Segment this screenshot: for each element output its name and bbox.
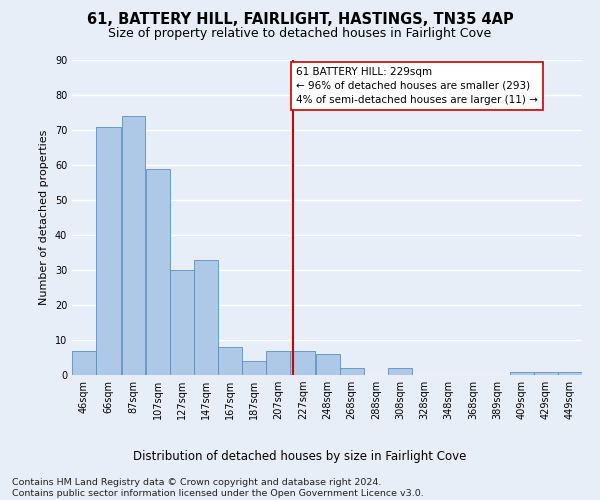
Bar (510, 372, 533, 375)
Y-axis label: Number of detached properties: Number of detached properties (39, 130, 49, 305)
Text: Contains HM Land Registry data © Crown copyright and database right 2024.
Contai: Contains HM Land Registry data © Crown c… (12, 478, 424, 498)
Bar (218, 347, 242, 375)
Bar (340, 368, 364, 375)
Bar (122, 116, 145, 375)
Text: 61 BATTERY HILL: 229sqm
← 96% of detached houses are smaller (293)
4% of semi-de: 61 BATTERY HILL: 229sqm ← 96% of detache… (296, 67, 538, 105)
Bar (558, 372, 582, 375)
Bar (146, 168, 170, 375)
Bar (96, 126, 121, 375)
Bar (194, 260, 218, 375)
Bar (290, 350, 316, 375)
Text: Distribution of detached houses by size in Fairlight Cove: Distribution of detached houses by size … (133, 450, 467, 463)
Bar (388, 368, 412, 375)
Bar (170, 270, 194, 375)
Bar (72, 350, 96, 375)
Bar (316, 354, 340, 375)
Bar (242, 361, 266, 375)
Text: Size of property relative to detached houses in Fairlight Cove: Size of property relative to detached ho… (109, 28, 491, 40)
Bar (534, 372, 558, 375)
Text: 61, BATTERY HILL, FAIRLIGHT, HASTINGS, TN35 4AP: 61, BATTERY HILL, FAIRLIGHT, HASTINGS, T… (86, 12, 514, 28)
Bar (266, 350, 290, 375)
